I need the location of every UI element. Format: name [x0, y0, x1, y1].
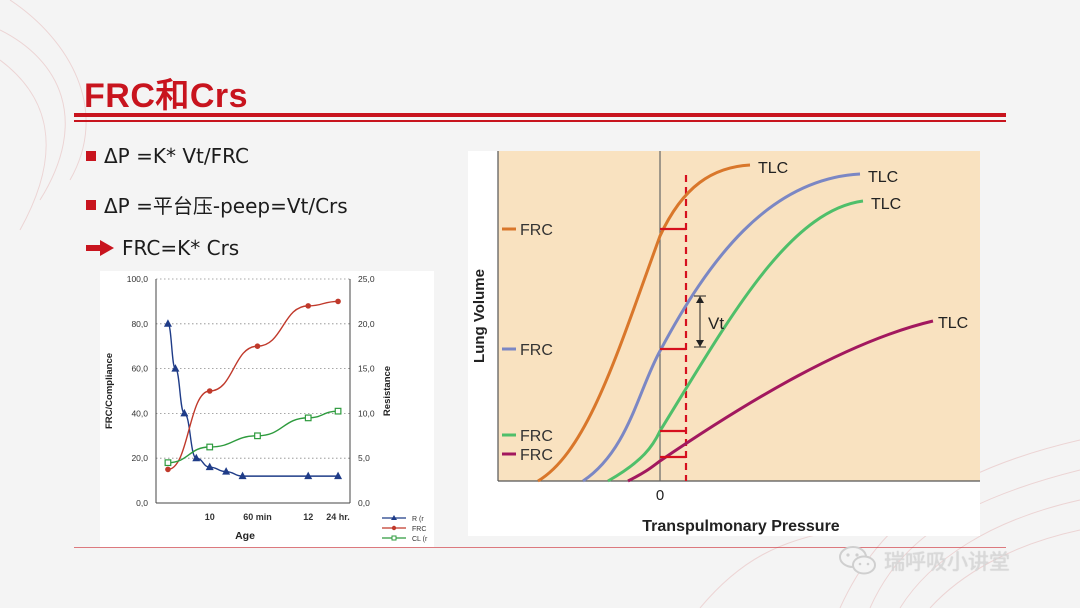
x-tick-label: 60 min	[243, 512, 272, 522]
bullet-text: ΔP =平台压-peep=Vt/Crs	[104, 194, 348, 218]
data-point	[222, 467, 231, 475]
bullet-item-2: ΔP =平台压-peep=Vt/Crs	[86, 190, 348, 219]
x-tick-label: 10	[205, 512, 215, 522]
y-tick-label: 80,0	[131, 319, 148, 329]
frc-label: FRC	[520, 222, 553, 239]
y2-tick-label: 0,0	[358, 498, 370, 508]
frc-label: FRC	[520, 428, 553, 445]
data-point	[334, 407, 342, 415]
title-rule-thin	[74, 120, 1006, 122]
y-tick-label: 20,0	[131, 453, 148, 463]
age-chart-panel: 0,0 20,0 40,0 60,0 80,0 100,0 0,0 5,0 10,0 15,0 20…	[100, 271, 434, 547]
legend-label: CL (r	[412, 536, 428, 543]
pv-curve	[607, 199, 864, 483]
data-point	[335, 298, 341, 305]
bullet-text: ΔP =K* Vt/FRC	[104, 144, 249, 168]
y2-tick-label: 15,0	[358, 364, 375, 374]
data-point	[334, 471, 343, 480]
pressure-volume-chart-panel: TLC FRC TLC FRC TLC FRC TLC FRC Vt 0 Transpulmonar…	[468, 151, 980, 536]
square-bullet-icon	[86, 151, 96, 161]
x-axis-title: Age	[235, 530, 255, 542]
data-point	[304, 414, 312, 422]
y2-tick-label: 10,0	[358, 408, 375, 418]
legend-marker	[391, 525, 397, 531]
legend-marker	[391, 515, 397, 520]
y-tick-label: 40,0	[131, 408, 148, 418]
pv-curve	[627, 319, 934, 483]
y2-axis-title: Resistance	[382, 366, 393, 416]
tlc-label: TLC	[758, 160, 788, 177]
data-point	[180, 408, 189, 417]
data-point	[205, 462, 214, 471]
legend-label: FRC	[412, 526, 426, 533]
x-tick-label: 24 hr.	[326, 512, 350, 522]
y2-tick-label: 5,0	[358, 453, 370, 463]
age-chart: 0,0 20,0 40,0 60,0 80,0 100,0 0,0 5,0 10,0 15,0 20…	[104, 274, 428, 543]
legend-marker	[391, 535, 397, 541]
y-axis-title: FRC/Compliance	[104, 353, 115, 429]
slide-title: FRC和Crs	[84, 77, 249, 115]
y-tick-label: 100,0	[127, 274, 149, 284]
pv-curve	[582, 172, 861, 483]
data-point	[206, 388, 213, 394]
legend-label: R (r	[412, 516, 424, 523]
data-point	[305, 303, 312, 309]
data-point	[304, 471, 313, 480]
y-tick-label: 60,0	[131, 364, 148, 374]
data-point	[164, 459, 172, 467]
bullet-item-1: ΔP =K* Vt/FRC	[86, 144, 249, 168]
data-point	[171, 364, 180, 372]
tlc-label: TLC	[871, 196, 901, 213]
frc-label: FRC	[520, 447, 553, 464]
y-axis-title: Lung Volume	[471, 269, 488, 363]
watermark-text: 瑞呼吸小讲堂	[884, 550, 1010, 574]
x-tick-label: 12	[303, 512, 313, 522]
data-point	[163, 319, 172, 327]
y2-tick-label: 25,0	[358, 274, 375, 284]
tlc-label: TLC	[868, 169, 898, 186]
plot-background	[498, 151, 980, 481]
vt-arrow-up	[696, 296, 704, 303]
data-point	[254, 432, 261, 440]
pv-curve	[537, 163, 751, 483]
watermark: 瑞呼吸小讲堂	[838, 544, 1010, 578]
data-point	[192, 453, 201, 462]
series-line	[167, 300, 339, 471]
bullet-item-3: FRC=K* Crs	[86, 236, 239, 260]
x-axis-title: Transpulmonary Pressure	[642, 518, 840, 535]
x-tick-label: 0	[656, 487, 664, 504]
square-bullet-icon	[86, 199, 96, 210]
y-tick-label: 0,0	[136, 498, 148, 508]
vt-label: Vt	[708, 314, 724, 333]
right-arrow-icon	[86, 240, 114, 256]
wechat-icon	[839, 546, 876, 575]
title-rule-thick	[74, 113, 1006, 117]
frc-label: FRC	[520, 342, 553, 359]
pressure-volume-chart: TLC FRC TLC FRC TLC FRC TLC FRC Vt 0 Transpulmonar…	[471, 151, 980, 535]
data-point	[238, 471, 247, 480]
vt-arrow-down	[696, 340, 704, 347]
tlc-label: TLC	[938, 315, 968, 332]
footer-rule	[74, 547, 1006, 548]
bullet-text: FRC=K* Crs	[122, 236, 240, 260]
y2-tick-label: 20,0	[358, 319, 375, 329]
data-point	[165, 466, 171, 473]
data-point	[206, 443, 214, 451]
data-point	[254, 343, 261, 349]
